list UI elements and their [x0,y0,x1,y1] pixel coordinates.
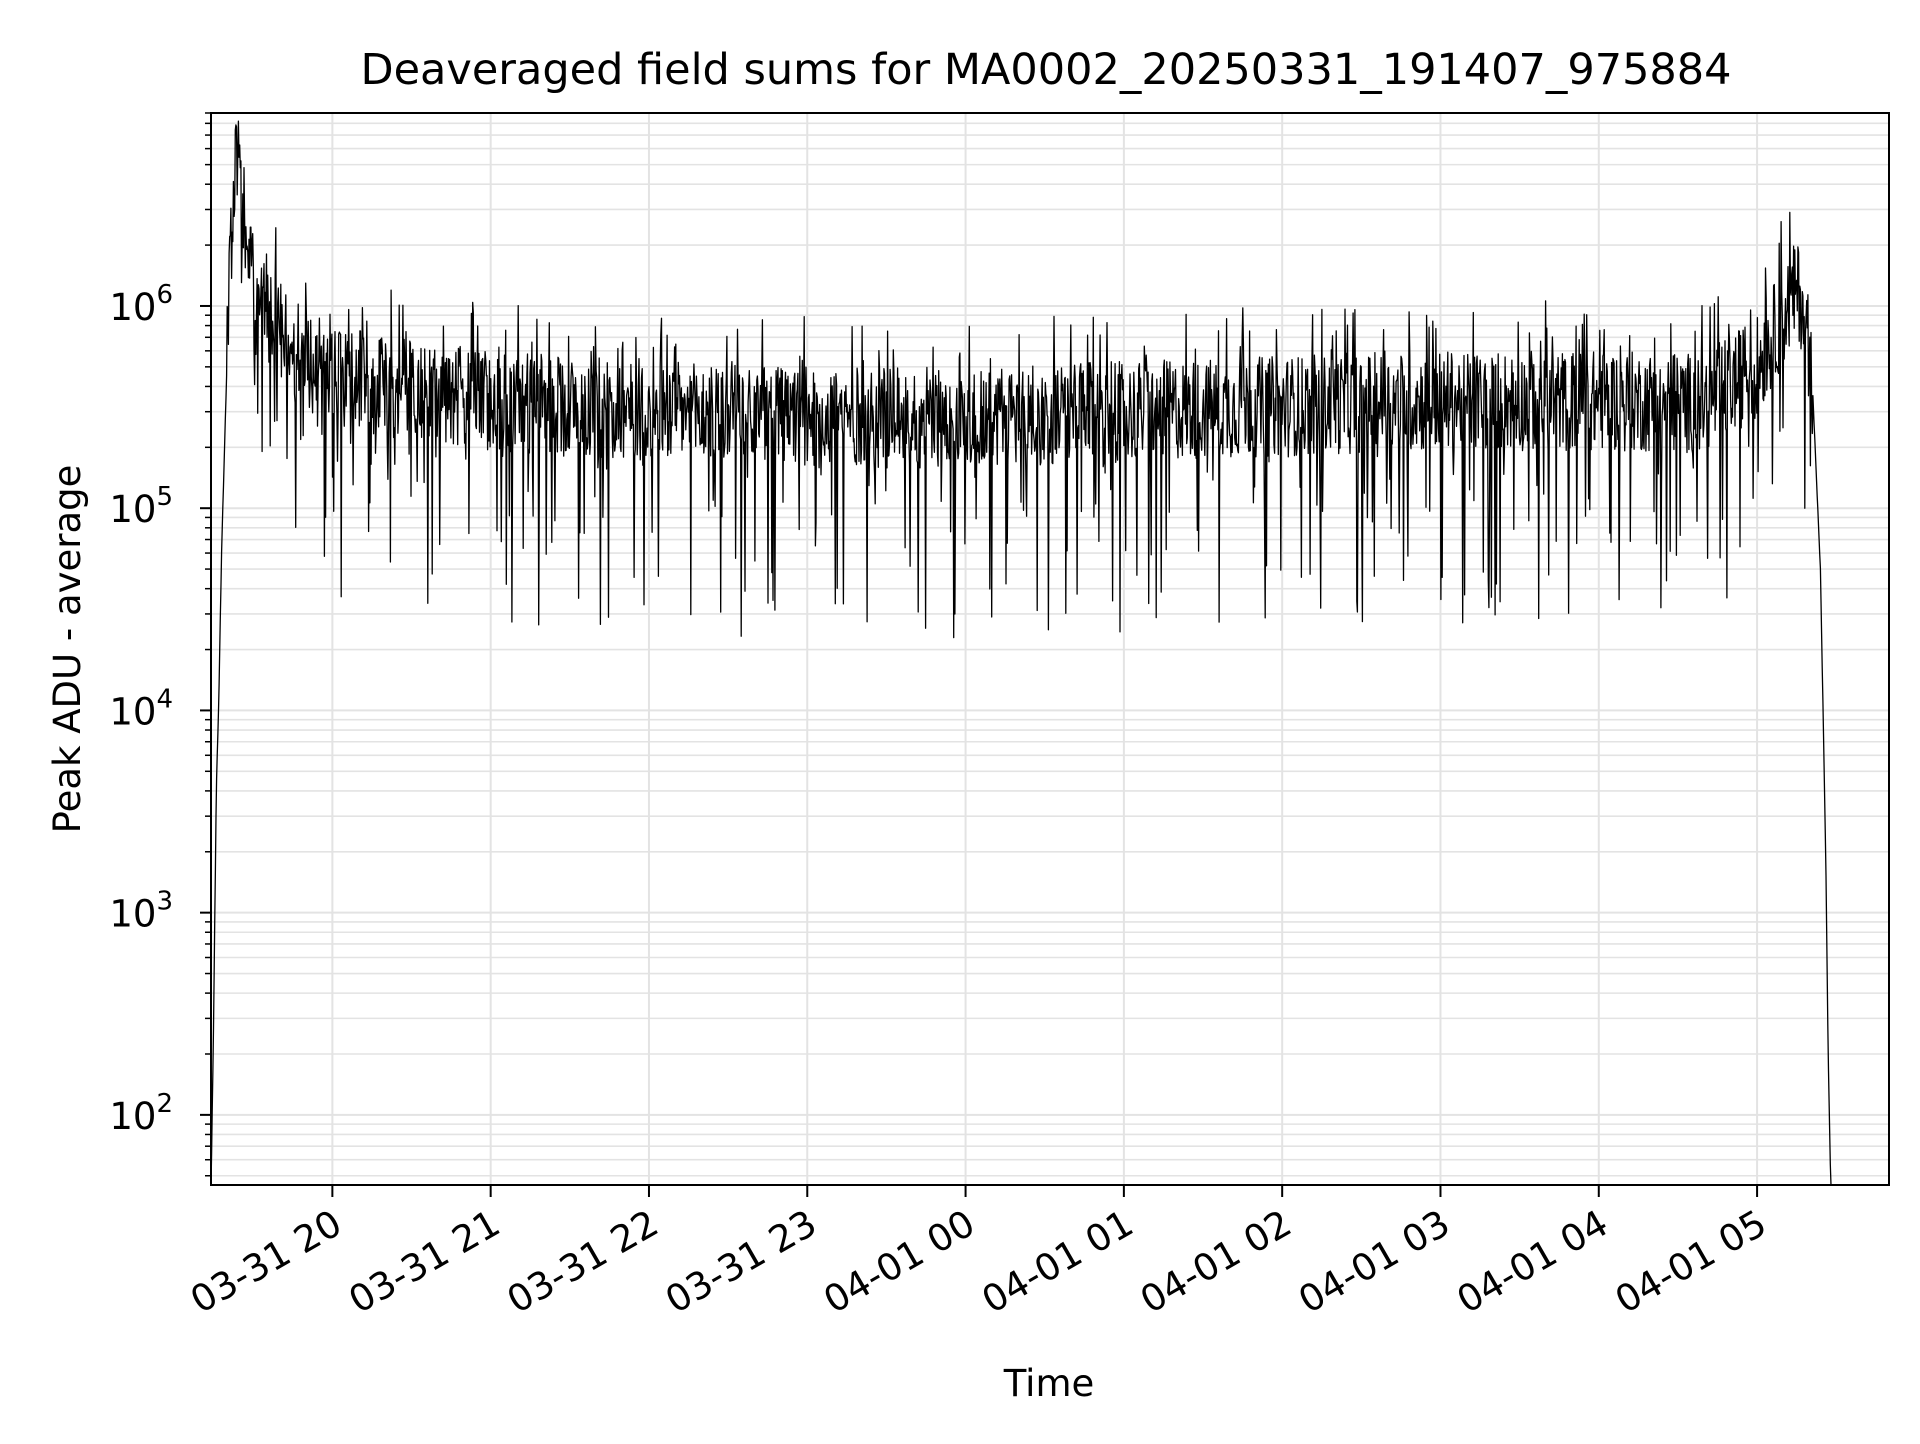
y-tick-label: 103 [109,887,173,936]
series-line [210,120,1832,1186]
y-tick-label: 106 [109,280,173,329]
y-axis-label: Peak ADU - average [46,465,89,834]
y-tick-label: 104 [109,684,173,733]
x-tick-label: 03-31 20 [183,1202,349,1322]
x-tick-label: 04-01 02 [1133,1202,1299,1322]
x-tick-label: 04-01 05 [1608,1202,1774,1322]
x-tick-label: 04-01 04 [1450,1202,1616,1322]
x-tick-label: 04-01 03 [1291,1202,1457,1322]
x-axis-label: Time [1003,1362,1095,1405]
x-tick-label: 03-31 22 [500,1202,666,1322]
y-tick-label: 102 [109,1089,173,1138]
x-tick-label: 03-31 21 [342,1202,508,1322]
y-tick-label: 105 [109,482,173,531]
x-tick-label: 03-31 23 [658,1202,824,1322]
chart-title: Deaveraged field sums for MA0002_2025033… [360,45,1731,95]
grid [211,112,1889,1185]
x-tick-label: 04-01 01 [975,1202,1141,1322]
series-line-path [210,120,1832,1186]
y-axis-ticks: 102 103 104 105 106 [109,112,211,1177]
x-tick-label: 04-01 00 [817,1202,983,1322]
